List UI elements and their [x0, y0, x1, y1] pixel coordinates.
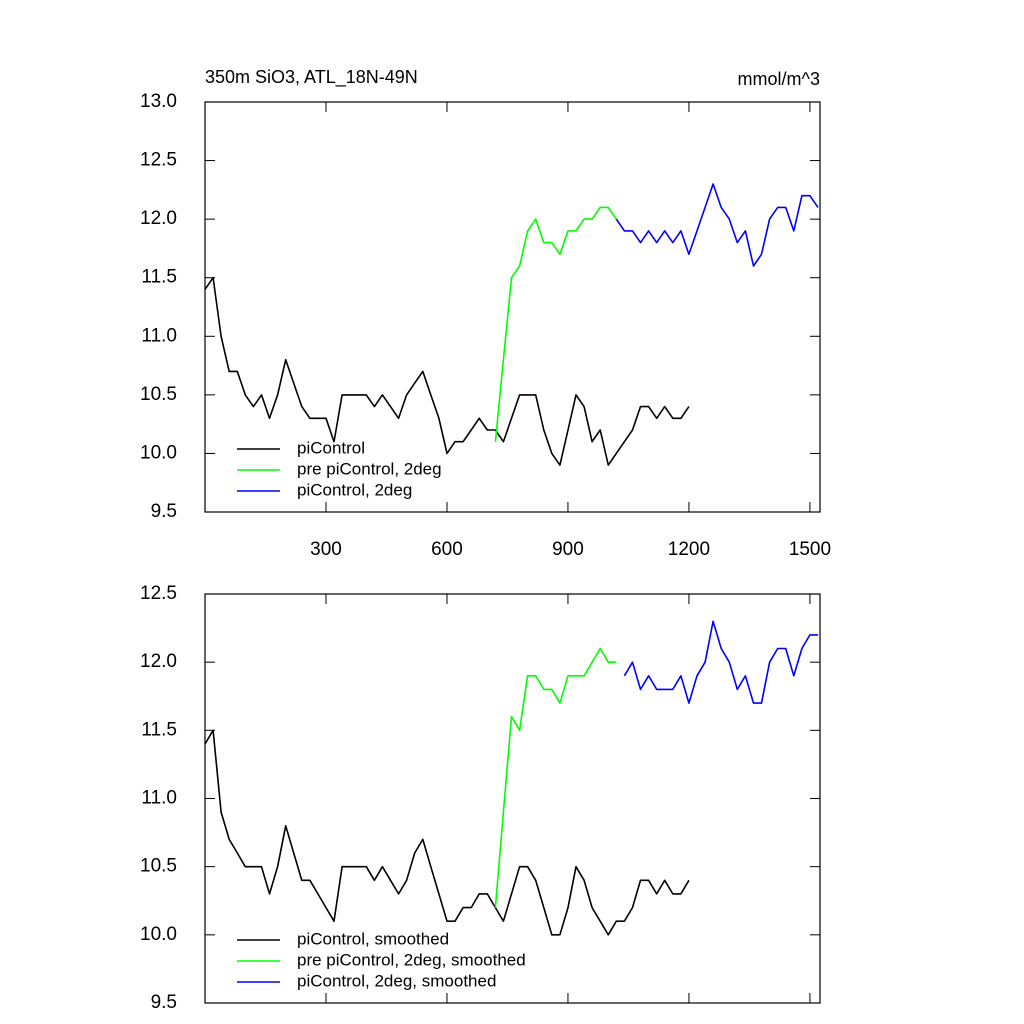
y-tick-label: 10.5 — [140, 384, 177, 405]
series-line — [615, 183, 819, 267]
legend-label: piControl, smoothed — [297, 929, 449, 948]
y-tick-label: 13.0 — [140, 91, 177, 112]
legend-label: piControl, 2deg, smoothed — [297, 971, 496, 990]
x-tick-label: 900 — [552, 539, 584, 560]
y-tick-label: 9.5 — [151, 501, 177, 522]
legend-label: pre piControl, 2deg, smoothed — [297, 950, 526, 969]
series-line — [494, 647, 617, 908]
series-line — [494, 206, 617, 442]
x-tick-label: 1200 — [668, 539, 710, 560]
series-line — [623, 620, 818, 704]
y-tick-label: 12.5 — [140, 583, 177, 604]
legend-label: piControl, 2deg — [297, 480, 412, 499]
chart-title: 350m SiO3, ATL_18N-49N — [205, 67, 418, 88]
y-tick-label: 11.0 — [141, 325, 177, 346]
y-tick-label: 10.5 — [140, 856, 177, 877]
units-label: mmol/m^3 — [738, 69, 820, 89]
y-tick-label: 12.0 — [140, 208, 177, 229]
x-tick-label: 1500 — [789, 539, 831, 560]
y-tick-label: 11.5 — [141, 719, 177, 740]
y-tick-label: 10.0 — [140, 924, 177, 945]
series-line — [204, 729, 690, 936]
legend-label: piControl — [297, 438, 365, 457]
plot-frame — [204, 101, 821, 513]
y-tick-label: 12.5 — [140, 150, 177, 171]
legend-label: pre piControl, 2deg — [297, 459, 442, 478]
y-tick-label: 11.5 — [141, 267, 177, 288]
y-tick-label: 10.0 — [140, 442, 177, 463]
x-tick-label: 600 — [431, 539, 463, 560]
y-tick-label: 11.0 — [141, 788, 177, 809]
x-tick-label: 300 — [310, 539, 342, 560]
y-tick-label: 12.0 — [140, 651, 177, 672]
y-tick-label: 9.5 — [151, 992, 177, 1013]
series-line — [204, 276, 690, 466]
